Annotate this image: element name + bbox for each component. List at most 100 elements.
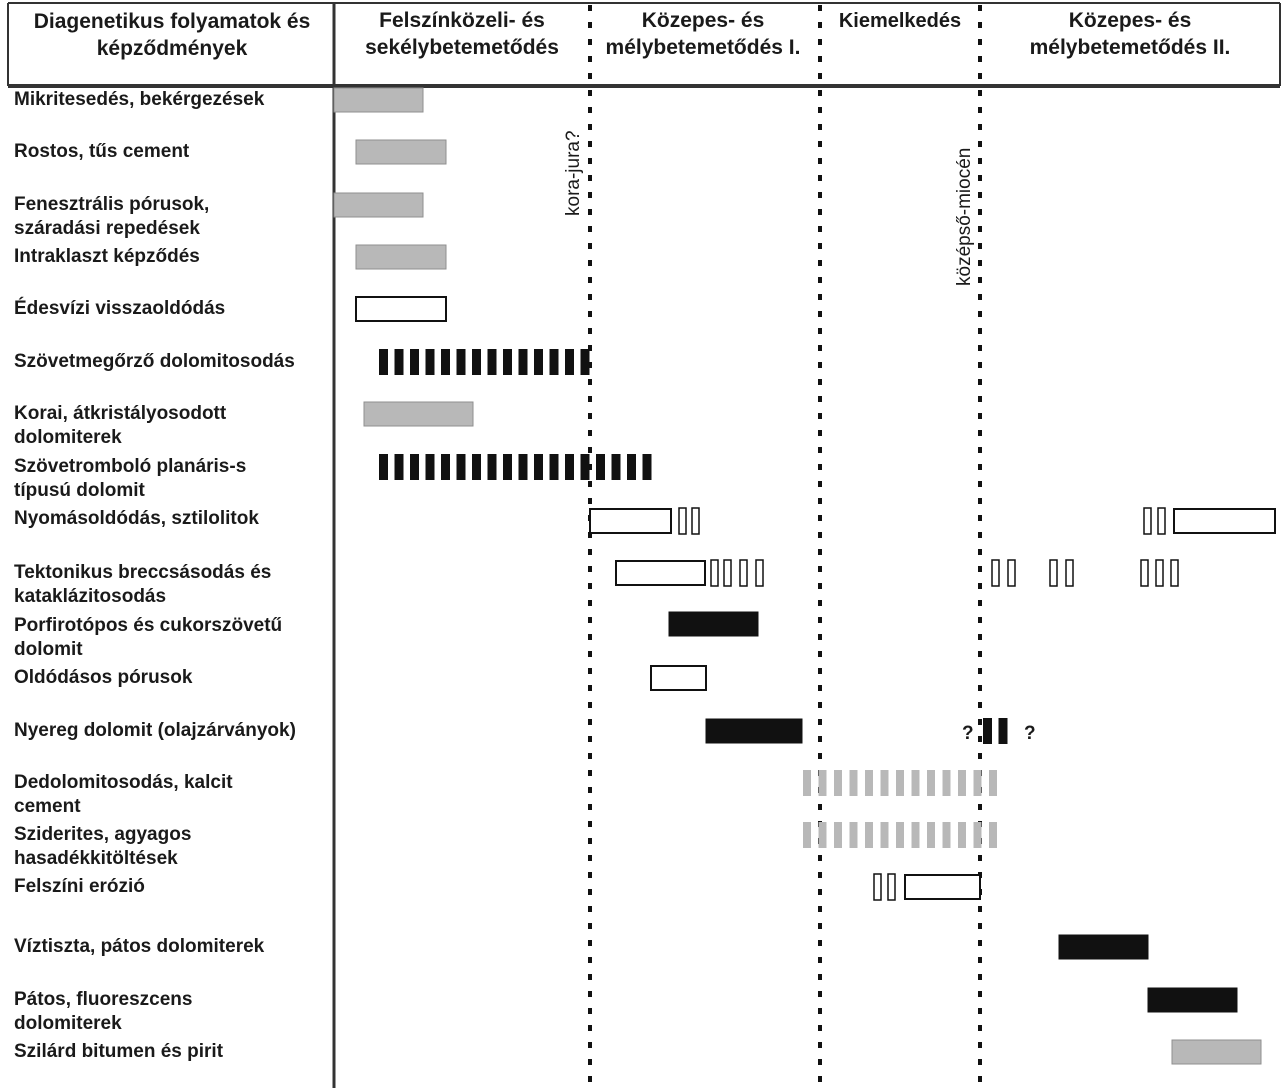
bar-szovetmegorzo-dash-1 bbox=[379, 349, 388, 375]
bar-szovetrombolo-dash-4 bbox=[425, 454, 435, 480]
bar-dedolomitosodas-dash-1 bbox=[803, 770, 811, 796]
bar-intraklaszt bbox=[355, 244, 447, 270]
bar-fenesztralis bbox=[333, 192, 424, 218]
stage-heading-4-line-2: mélybetemetődés II. bbox=[1030, 36, 1231, 59]
stage-heading-3-line-1: Kiemelkedés bbox=[839, 10, 961, 32]
question-mark-right: ? bbox=[1024, 723, 1036, 744]
bar-szovetrombolo-dash-6 bbox=[456, 454, 466, 480]
bar-szovetrombolo-dash-11 bbox=[534, 454, 543, 480]
chart-header: Diagenetikus folyamatok és képződmények Fe… bbox=[34, 9, 1231, 60]
bar-dedolomitosodas-dash-12 bbox=[973, 770, 982, 796]
bar-tektonikus-3-tick-1 bbox=[1049, 559, 1058, 587]
bar-patos-fluoreszcens bbox=[1147, 987, 1238, 1013]
process-label-3-line-1: Fenesztrális pórusok, bbox=[14, 194, 209, 215]
bar-dedolomitosodas-dash-4 bbox=[849, 770, 858, 796]
question-mark-left: ? bbox=[962, 723, 974, 744]
bar-tektonikus-3-tick-2 bbox=[1065, 559, 1074, 587]
process-label-9: Nyomásoldódás, sztilolitok bbox=[14, 508, 259, 529]
process-label-10-line-2: kataklázitosodás bbox=[14, 586, 166, 607]
bar-szovetmegorzo-dash-10 bbox=[518, 349, 528, 375]
process-bars bbox=[333, 87, 1276, 1065]
bar-szovetrombolo-dash-18 bbox=[642, 454, 652, 480]
bar-dedolomitosodas-dash-9 bbox=[927, 770, 935, 796]
process-label-2: Rostos, tűs cement bbox=[14, 141, 190, 162]
process-label-3-line-2: száradási repedések bbox=[14, 218, 200, 239]
bar-szovetrombolo-dash-7 bbox=[472, 454, 481, 480]
bar-sziderites-dash-12 bbox=[973, 822, 982, 848]
bar-tektonikus-1-tick-4 bbox=[755, 559, 764, 587]
bar-sziderites-dash-1 bbox=[803, 822, 811, 848]
bar-szovetrombolo-dash-16 bbox=[611, 454, 621, 480]
stage-heading-1-line-1: Felszínközeli- és bbox=[379, 9, 545, 32]
bar-porfirotopos bbox=[668, 611, 759, 637]
bar-felszini-erozio-tick-2 bbox=[887, 873, 896, 901]
bar-felszini-erozio-tick-1 bbox=[873, 873, 882, 901]
bar-rostos-cement bbox=[355, 139, 447, 165]
process-label-8-line-2: típusú dolomit bbox=[14, 480, 146, 501]
bar-szovetmegorzo-dash-14 bbox=[580, 349, 590, 375]
bar-szovetrombolo-dash-17 bbox=[627, 454, 636, 480]
bar-sziderites-dash-3 bbox=[834, 822, 842, 848]
bar-sziderites-dash-13 bbox=[989, 822, 997, 848]
bar-nyomasoldodas-1-tick-2 bbox=[691, 507, 700, 535]
bar-szovetmegorzo-dash-3 bbox=[410, 349, 419, 375]
process-label-15-line-1: Sziderites, agyagos bbox=[14, 824, 191, 845]
process-label-7-line-1: Korai, átkristályosodott bbox=[14, 403, 227, 424]
bar-korai-dolomiterek bbox=[363, 401, 474, 427]
bar-tektonikus-4-tick-3 bbox=[1170, 559, 1179, 587]
process-label-12: Oldódásos pórusok bbox=[14, 667, 193, 688]
bar-mikritesedes bbox=[333, 87, 424, 113]
boundary-label-kozepso-miocen: középső-miocén bbox=[954, 148, 975, 286]
process-label-18-line-1: Pátos, fluoreszcens bbox=[14, 989, 192, 1010]
bar-szilard-bitumen bbox=[1171, 1039, 1262, 1065]
bar-dedolomitosodas-dash-2 bbox=[818, 770, 827, 796]
chart-grid bbox=[7, 2, 1281, 1088]
bar-szovetmegorzo-dash-7 bbox=[472, 349, 481, 375]
stage-heading-2-line-2: mélybetemetődés I. bbox=[606, 36, 801, 59]
bar-szovetrombolo-dash-2 bbox=[394, 454, 404, 480]
bar-oldodasos bbox=[650, 665, 707, 691]
bar-nyomasoldodas-2 bbox=[1173, 508, 1276, 534]
bar-szovetrombolo-dash-8 bbox=[487, 454, 497, 480]
bar-sziderites-dash-9 bbox=[927, 822, 935, 848]
bar-szovetrombolo-dash-1 bbox=[379, 454, 388, 480]
bar-dedolomitosodas-dash-5 bbox=[865, 770, 873, 796]
bar-szovetrombolo-dash-14 bbox=[580, 454, 590, 480]
process-labels: Mikritesedés, bekérgezések Rostos, tűs ce… bbox=[14, 89, 296, 1062]
boundary-annotations: kora-jura? középső-miocén?? bbox=[563, 130, 1036, 744]
process-label-5: Édesvízi visszaoldódás bbox=[14, 297, 225, 319]
bar-szovetrombolo-dash-3 bbox=[410, 454, 419, 480]
boundary-label-kora-jura: kora-jura? bbox=[563, 130, 584, 216]
bar-viztiszta bbox=[1058, 934, 1149, 960]
process-label-15-line-2: hasadékkitöltések bbox=[14, 848, 178, 869]
bar-szovetrombolo-dash-15 bbox=[596, 454, 605, 480]
bar-szovetmegorzo-dash-12 bbox=[549, 349, 559, 375]
bar-dedolomitosodas-dash-11 bbox=[958, 770, 966, 796]
bar-tektonikus-4-tick-1 bbox=[1140, 559, 1149, 587]
stage-heading-4-line-1: Közepes- és bbox=[1069, 9, 1192, 32]
bar-sziderites-dash-11 bbox=[958, 822, 966, 848]
bar-tektonikus-2-tick-2 bbox=[1007, 559, 1016, 587]
process-column-heading-line-2: képződmények bbox=[97, 37, 248, 60]
bar-sziderites-dash-4 bbox=[849, 822, 858, 848]
process-label-10-line-1: Tektonikus breccsásodás és bbox=[14, 562, 271, 583]
process-label-18-line-2: dolomiterek bbox=[14, 1013, 122, 1034]
process-label-4: Intraklaszt képződés bbox=[14, 246, 200, 267]
bar-nyereg-1 bbox=[705, 718, 803, 744]
bar-szovetmegorzo-dash-9 bbox=[503, 349, 512, 375]
bar-dedolomitosodas-dash-7 bbox=[896, 770, 904, 796]
bar-tektonikus-1-tick-1 bbox=[710, 559, 719, 587]
bar-dedolomitosodas-dash-13 bbox=[989, 770, 997, 796]
process-label-11-line-1: Porfirotópos és cukorszövetű bbox=[14, 615, 282, 636]
bar-sziderites-dash-6 bbox=[880, 822, 889, 848]
bar-nyereg-2-dash-1 bbox=[983, 718, 992, 744]
process-label-1: Mikritesedés, bekérgezések bbox=[14, 89, 265, 110]
bar-dedolomitosodas-dash-8 bbox=[911, 770, 920, 796]
bar-szovetrombolo-dash-10 bbox=[518, 454, 528, 480]
bar-tektonikus bbox=[615, 560, 706, 586]
process-label-6: Szövetmegőrző dolomitosodás bbox=[14, 351, 295, 372]
bar-szovetrombolo-dash-13 bbox=[565, 454, 574, 480]
bar-sziderites-dash-7 bbox=[896, 822, 904, 848]
process-label-11-line-2: dolomit bbox=[14, 639, 83, 660]
